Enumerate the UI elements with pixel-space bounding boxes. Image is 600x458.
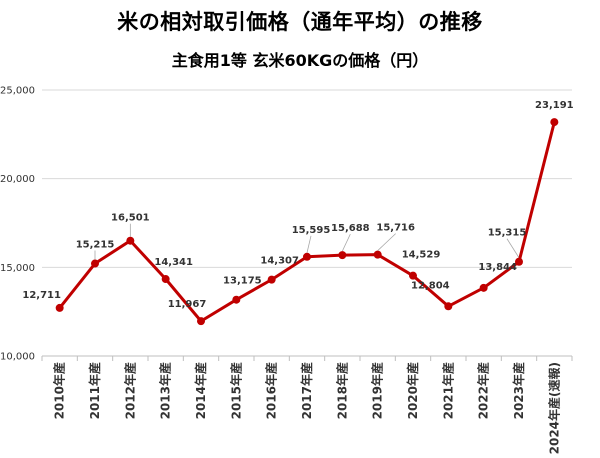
y-axis-ticks: 10,000 15,000 20,000 25,000 — [0, 86, 35, 363]
data-point — [409, 271, 417, 280]
data-label: 12,804 — [411, 280, 450, 291]
data-point — [303, 252, 311, 261]
y-tick-label: 25,000 — [0, 86, 35, 97]
leader-line — [306, 235, 312, 253]
x-tick-label: 2015年産 — [228, 362, 243, 419]
data-label: 12,711 — [22, 290, 61, 301]
data-label: 15,315 — [488, 228, 527, 239]
data-label: 14,341 — [154, 257, 193, 268]
data-point — [267, 275, 276, 284]
chart-subtitle: 主食用1等 玄米60KGの価格（円） — [171, 51, 429, 70]
leader-line — [341, 233, 351, 252]
data-label: 16,501 — [111, 213, 150, 224]
x-tick-label: 2022年産 — [476, 362, 491, 419]
y-tick-label: 15,000 — [0, 263, 35, 274]
data-point — [232, 295, 241, 304]
data-label: 13,175 — [223, 276, 262, 287]
data-point — [126, 236, 135, 245]
y-tick-label: 10,000 — [0, 352, 35, 363]
x-tick-label: 2010年産 — [52, 362, 67, 419]
leader-line — [506, 238, 520, 258]
label-leader-lines — [94, 223, 520, 260]
x-tick-label: 2021年産 — [440, 362, 455, 419]
data-label: 14,307 — [260, 256, 299, 267]
data-label: 15,716 — [376, 223, 415, 234]
data-point — [373, 250, 382, 259]
data-label: 23,191 — [535, 100, 574, 111]
data-point — [444, 302, 453, 311]
x-tick-label: 2024年産(速報) — [546, 362, 561, 454]
x-tick-label: 2023年産 — [511, 362, 526, 419]
data-label: 15,595 — [292, 225, 331, 236]
data-label: 13,844 — [478, 262, 517, 273]
x-tick-label: 2019年産 — [370, 362, 385, 419]
y-tick-label: 20,000 — [0, 174, 35, 185]
data-point — [197, 317, 205, 326]
data-label: 14,529 — [402, 250, 441, 261]
data-point — [550, 118, 559, 127]
x-axis-ticks: 2010年産 2011年産 2012年産 2013年産 2014年産 2015年産 2016… — [41, 356, 573, 454]
x-tick-label: 2016年産 — [264, 362, 279, 419]
gridlines — [42, 89, 572, 357]
data-point — [338, 251, 347, 260]
x-tick-label: 2018年産 — [334, 362, 349, 419]
data-point — [479, 283, 488, 292]
x-tick-label: 2012年産 — [122, 362, 137, 419]
data-label: 15,688 — [331, 223, 370, 234]
x-tick-label: 2020年産 — [405, 362, 420, 419]
data-point — [55, 303, 64, 312]
data-label: 15,215 — [76, 240, 115, 251]
x-tick-label: 2013年産 — [158, 362, 173, 419]
leader-line — [377, 233, 396, 251]
x-tick-label: 2017年産 — [299, 362, 314, 419]
x-tick-label: 2011年産 — [87, 362, 102, 419]
chart-title: 米の相対取引価格（通年平均）の推移 — [117, 10, 483, 34]
data-point — [515, 257, 523, 266]
data-points — [55, 118, 559, 326]
data-point — [161, 275, 170, 284]
data-label: 11,967 — [168, 299, 207, 310]
x-tick-label: 2014年産 — [193, 362, 208, 419]
data-point — [91, 259, 99, 268]
data-labels: 12,711 15,215 16,501 14,341 11,967 13,175 14,3… — [22, 100, 573, 310]
